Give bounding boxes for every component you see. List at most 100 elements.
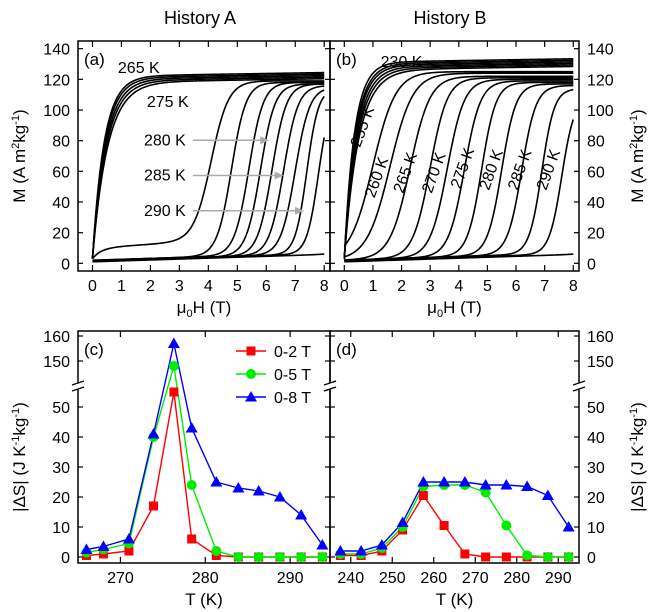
y-tick-label: 0 [61,256,70,273]
x-tick-label: 8 [569,278,578,295]
isotherm-curve-a-3 [91,76,325,259]
x-tick-label: 2 [146,278,155,295]
y-axis-title-a: M (A m2kg-1) [10,109,29,202]
isotherm-curve-b-4 [343,64,574,259]
x-tick-label: 4 [204,278,213,295]
data-point-c-1 [186,480,197,490]
isotherm-curve-a-2 [91,74,325,259]
y-tick-label: 20 [587,226,605,243]
x-tick-label: 3 [426,278,435,295]
axis-break-mark [572,386,586,392]
data-point-d-0 [501,552,511,562]
x-tick-label: 6 [512,278,521,295]
data-point-c-2 [273,491,286,502]
data-point-c-2 [97,540,110,551]
temperature-label: 275 K [448,145,478,190]
temperature-label: 285 K [144,168,186,185]
data-point-c-0 [124,546,134,556]
isotherm-curve-b-8 [344,75,574,261]
annotation-arrow-head [294,206,304,215]
data-point-d-0 [418,491,428,500]
data-point-c-1 [296,552,307,562]
y-tick-label: 30 [52,460,70,477]
data-point-d-2 [521,480,534,491]
data-point-d-2 [500,479,513,490]
series-line-d-1 [340,484,569,558]
data-point-d-0 [460,549,470,559]
x-tick-label: 7 [540,278,549,295]
legend-marker [246,369,256,379]
panel-frame-b [329,40,580,272]
axis-break-gap [324,383,336,389]
x-tick-label: 1 [117,278,126,295]
x-tick-label: 5 [483,278,492,295]
temperature-label: 265 K [391,150,421,195]
y-axis-title-b: M (A m2kg-1) [628,109,647,202]
y-tick-label: 120 [587,72,614,89]
x-tick-label: 250 [379,570,406,587]
data-point-d-2 [375,539,388,550]
data-point-c-2 [210,476,223,487]
annotation-arrow-head [274,171,284,180]
y-tick-label: 100 [43,103,70,120]
legend-label: 0-8 T [274,390,311,407]
data-point-c-0 [149,501,159,511]
y-tick-label: 40 [587,195,605,212]
temperature-label: 290 K [144,203,186,220]
x-tick-label: 8 [320,278,329,295]
data-point-d-1 [480,487,491,498]
x-axis-title-d: T (K) [436,590,473,609]
history-a-title: History A [164,8,236,28]
isotherm-curve-a-14 [92,253,325,263]
y-tick-label: 100 [587,103,614,120]
data-point-d-2 [396,516,409,527]
y-tick-label: 0 [61,550,70,567]
data-point-d-1 [522,550,533,561]
y-tick-label: 120 [43,72,70,89]
x-tick-label: 2 [397,278,406,295]
y-tick-label: 50 [587,400,605,417]
x-axis-title-b: μ0H (T) [427,298,482,320]
y-tick-label: 40 [52,430,70,447]
data-point-d-2 [479,479,492,490]
panel-label-c: (c) [84,340,104,359]
data-point-c-2 [122,533,135,544]
x-axis-title-c: T (K) [185,590,222,609]
temperature-label: 265 K [118,60,160,77]
temperature-label: 280 K [144,132,186,149]
isotherm-curve-b-3 [343,62,574,259]
data-point-d-2 [562,521,575,532]
isotherm-curve-a-4 [91,77,325,259]
data-point-d-2 [541,489,554,500]
data-point-c-2 [80,543,93,554]
y-tick-label: 150 [587,354,614,371]
y-tick-label: 160 [587,329,614,346]
x-tick-label: 280 [503,570,530,587]
data-point-c-2 [252,485,265,496]
x-tick-label: 290 [545,570,572,587]
y-tick-label: 0 [587,256,596,273]
data-point-d-2 [438,476,451,487]
data-point-d-2 [334,545,347,556]
temperature-label: 285 K [505,147,535,192]
y-tick-label: 20 [52,490,70,507]
data-point-d-1 [501,520,512,531]
y-tick-label: 40 [52,195,70,212]
y-tick-label: 20 [587,490,605,507]
panel-frame-d [329,330,580,564]
data-point-c-2 [295,509,308,520]
isotherm-curve-b-0 [343,57,574,259]
data-point-d-0 [439,521,449,530]
x-tick-label: 6 [262,278,271,295]
data-point-d-0 [481,552,491,562]
isotherm-curve-a-12 [92,95,325,262]
x-tick-label: 240 [337,570,364,587]
data-point-c-1 [211,546,222,556]
data-point-c-1 [168,361,179,371]
y-tick-label: 60 [52,164,70,181]
y-tick-label: 10 [587,520,605,537]
x-tick-label: 0 [88,278,97,295]
isotherm-curve-a-1 [91,73,325,259]
y-tick-label: 140 [587,42,614,59]
